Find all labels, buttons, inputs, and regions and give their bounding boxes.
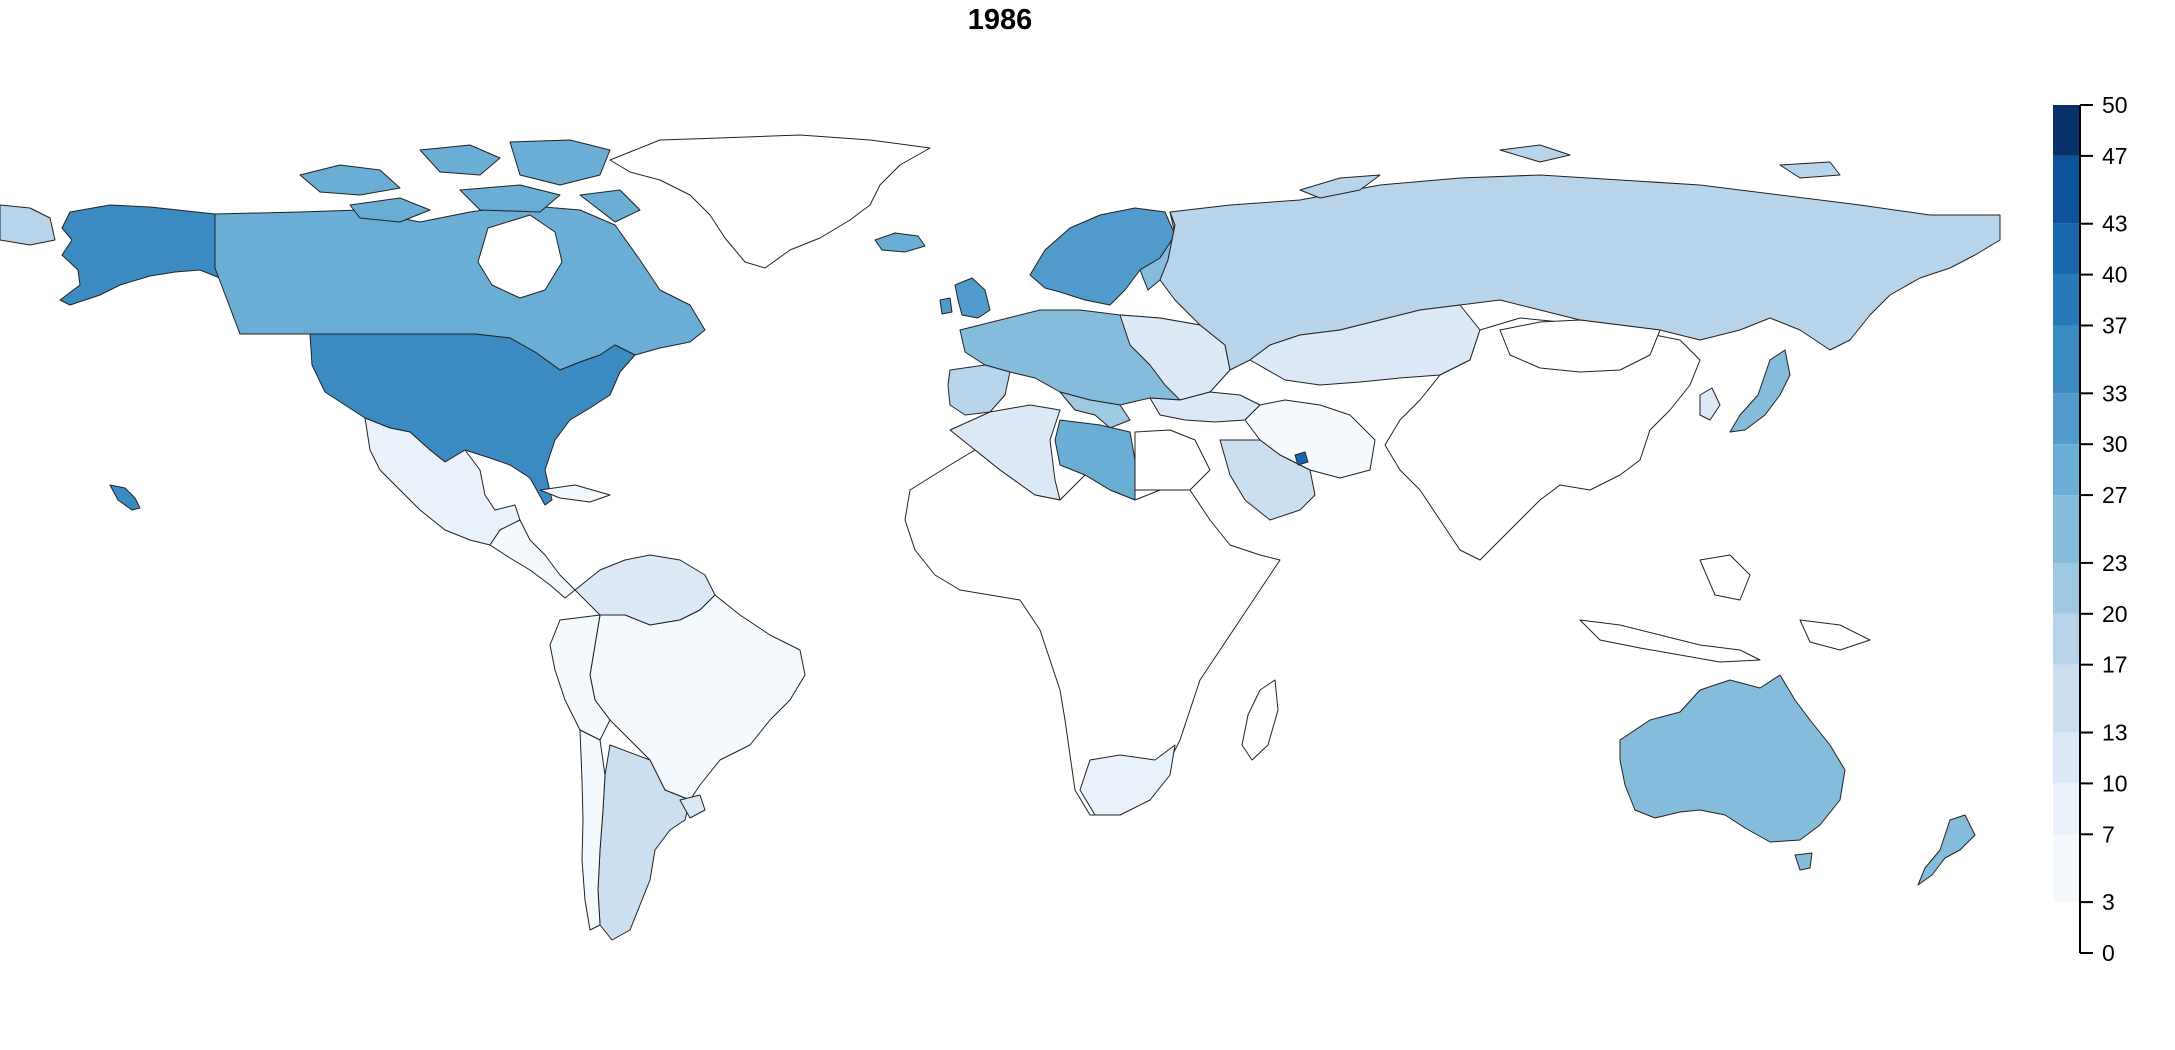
legend-tick-label: 17 <box>2102 652 2128 678</box>
country-tasmania[interactable] <box>1794 852 1813 871</box>
legend-tick-label: 47 <box>2102 143 2128 169</box>
legend-tick-label: 0 <box>2102 940 2115 966</box>
legend-bin-10 <box>2053 274 2080 326</box>
country-mongolia[interactable] <box>1499 319 1661 373</box>
central-america[interactable] <box>489 519 576 599</box>
country-south-africa[interactable] <box>1079 744 1176 816</box>
country-mexico[interactable] <box>364 417 521 546</box>
hudson-bay <box>477 214 563 299</box>
world-choropleth-map <box>0 134 2001 941</box>
southeast-asia-islands[interactable] <box>1579 554 1871 663</box>
cuba[interactable] <box>539 484 611 503</box>
legend-bin-1 <box>2053 783 2080 835</box>
alaska-aleutian-fragment <box>0 204 56 246</box>
legend-tick-label: 30 <box>2102 431 2128 457</box>
legend-tick-label: 40 <box>2102 262 2128 288</box>
country-iceland[interactable] <box>874 232 926 253</box>
legend-bin-0 <box>2053 834 2080 903</box>
map-title: 1986 <box>967 4 1033 36</box>
legend-bin-13 <box>2053 105 2080 156</box>
russia-arctic-islands[interactable] <box>1299 144 1841 199</box>
legend-tick-label: 43 <box>2102 211 2128 237</box>
country-korea[interactable] <box>1699 387 1721 421</box>
legend-tick-label: 27 <box>2102 482 2128 508</box>
legend-bin-7 <box>2053 444 2080 496</box>
legend-tick-label: 23 <box>2102 550 2128 576</box>
legend-tick-label: 37 <box>2102 312 2128 338</box>
country-uruguay[interactable] <box>679 794 706 819</box>
legend-color-bins <box>2053 105 2080 903</box>
country-japan[interactable] <box>1729 349 1791 433</box>
legend-bin-9 <box>2053 325 2080 394</box>
country-uk[interactable] <box>939 277 991 319</box>
country-russia[interactable] <box>1159 174 2001 371</box>
country-egypt[interactable] <box>1134 429 1211 491</box>
legend-tick-label: 20 <box>2102 601 2128 627</box>
legend-tick-label: 50 <box>2102 92 2128 118</box>
country-new-zealand[interactable] <box>1917 814 1976 886</box>
country-chile[interactable] <box>579 729 606 931</box>
legend-bin-6 <box>2053 495 2080 563</box>
legend-bin-8 <box>2053 393 2080 445</box>
country-italy-balkans[interactable] <box>1059 391 1131 429</box>
legend-tick-label: 10 <box>2102 770 2128 796</box>
legend-tick-label: 7 <box>2102 821 2115 847</box>
legend-tick-label: 3 <box>2102 889 2115 915</box>
sub-saharan-africa[interactable] <box>904 449 1281 816</box>
hawaii[interactable] <box>109 484 141 511</box>
country-saudi-arabia[interactable] <box>1219 439 1316 521</box>
legend-tick-label: 33 <box>2102 380 2128 406</box>
country-brazil[interactable] <box>589 594 806 801</box>
legend-bin-12 <box>2053 155 2080 224</box>
country-kuwait[interactable] <box>1294 451 1309 466</box>
country-madagascar[interactable] <box>1241 679 1279 761</box>
legend-bin-4 <box>2053 613 2080 665</box>
legend-bin-11 <box>2053 223 2080 275</box>
canada-arctic-islands[interactable] <box>299 139 641 223</box>
legend-bin-2 <box>2053 732 2080 784</box>
legend-bin-5 <box>2053 562 2080 614</box>
country-greenland[interactable] <box>609 134 931 269</box>
legend-bin-3 <box>2053 664 2080 733</box>
country-australia[interactable] <box>1619 674 1846 843</box>
legend-tick-label: 13 <box>2102 720 2128 746</box>
